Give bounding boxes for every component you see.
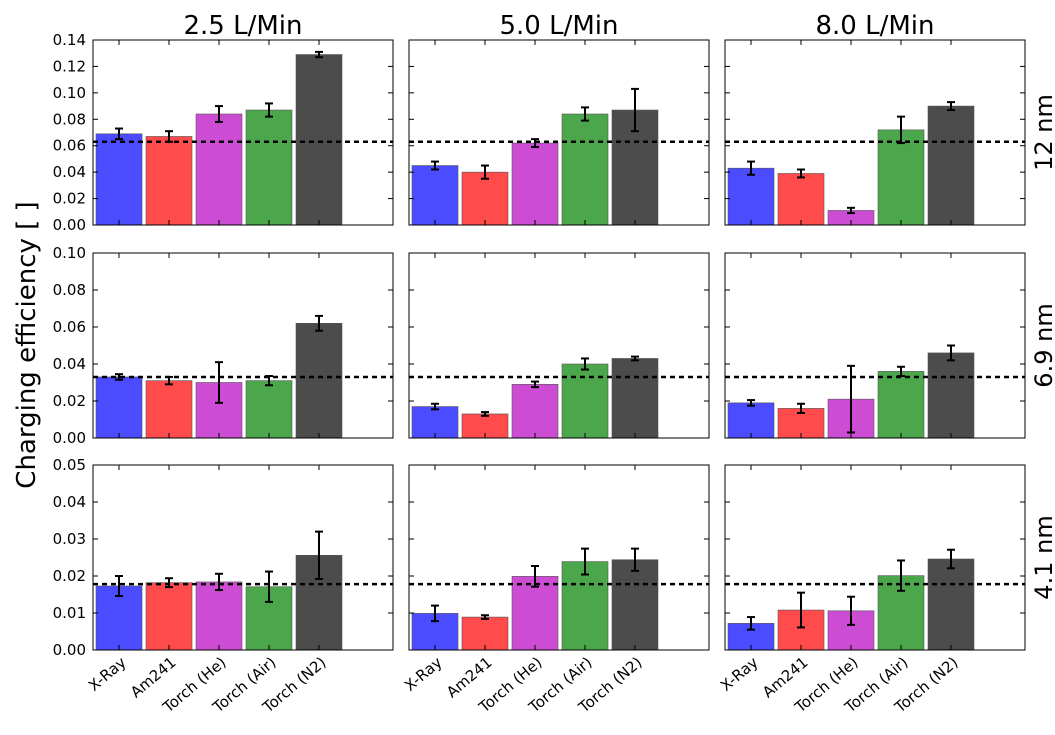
row-label: 6.9 nm <box>1030 303 1055 387</box>
panel-frame <box>92 464 394 651</box>
panel-r0-c2 <box>724 39 1026 226</box>
panel-frame <box>724 252 1026 439</box>
bar <box>877 371 925 439</box>
panel-frame <box>724 464 1026 651</box>
bar <box>295 322 343 439</box>
bar <box>727 402 775 439</box>
panel-r1-c0: 0.00 0.02 0.04 0.06 0.08 0.10 <box>53 244 394 447</box>
bar <box>777 173 825 226</box>
y-tick-label: 0.08 <box>53 281 86 299</box>
bar <box>245 380 293 439</box>
y-tick-label: 0.01 <box>53 604 86 622</box>
bar <box>511 384 559 439</box>
bar <box>561 363 609 439</box>
category-label: X-Ray <box>85 653 130 695</box>
y-tick-label: 0.03 <box>53 530 86 548</box>
bar <box>95 376 143 439</box>
category-label: X-Ray <box>401 653 446 695</box>
bar <box>511 142 559 226</box>
y-tick-label: 0.06 <box>53 137 86 155</box>
panel-r2-c0: 0.000.010.020.030.040.05X-RayAm241Torch … <box>53 456 394 717</box>
category-label: X-Ray <box>717 653 762 695</box>
bar <box>145 136 193 226</box>
bar <box>245 109 293 226</box>
panel-frame <box>408 252 710 439</box>
y-tick-label: 0.02 <box>53 190 86 208</box>
y-tick-label: 0.14 <box>53 31 86 49</box>
bar <box>145 380 193 439</box>
panel-r1-c2 <box>724 252 1026 439</box>
y-tick-label: 0.08 <box>53 110 86 128</box>
y-tick-label: 0.06 <box>53 318 86 336</box>
column-title: 5.0 L/Min <box>500 11 619 41</box>
y-tick-label: 0.04 <box>53 493 86 511</box>
bar <box>561 561 609 651</box>
panel-frame <box>408 464 710 651</box>
bar <box>611 358 659 439</box>
y-tick-label: 0.10 <box>53 84 86 102</box>
y-tick-label: 0.10 <box>53 244 86 262</box>
bar <box>461 616 509 651</box>
y-tick-label: 0.04 <box>53 355 86 373</box>
panel-frame <box>724 39 1026 226</box>
y-tick-label: 0.04 <box>53 163 86 181</box>
y-tick-label: 0.12 <box>53 57 86 75</box>
bar <box>727 167 775 226</box>
panel-frame <box>92 252 394 439</box>
bar <box>561 113 609 226</box>
bar <box>195 581 243 651</box>
bar <box>611 559 659 651</box>
bar <box>411 165 459 226</box>
bar <box>145 582 193 651</box>
bar <box>511 576 559 651</box>
column-title: 2.5 L/Min <box>184 11 303 41</box>
bar <box>295 54 343 226</box>
bar <box>195 113 243 226</box>
y-tick-label: 0.02 <box>53 392 86 410</box>
y-tick-label: 0.05 <box>53 456 86 474</box>
bar <box>877 129 925 226</box>
bar <box>927 105 975 226</box>
panel-r1-c1 <box>408 252 710 439</box>
bar <box>95 133 143 226</box>
panel-frame <box>408 39 710 226</box>
row-label: 12 nm <box>1030 94 1055 171</box>
panel-frame <box>92 39 394 226</box>
y-tick-label: 0.00 <box>53 429 86 447</box>
y-tick-label: 0.02 <box>53 567 86 585</box>
bar <box>927 558 975 651</box>
panel-r0-c1 <box>408 39 710 226</box>
bar <box>927 352 975 439</box>
y-axis-label: Charging efficiency [ ] <box>12 201 42 488</box>
panel-r0-c0: 0.00 0.02 0.04 0.06 0.08 0.10 0.12 0.14 <box>53 31 394 234</box>
column-title: 8.0 L/Min <box>816 11 935 41</box>
y-tick-label: 0.00 <box>53 641 86 659</box>
row-label: 4.1 nm <box>1030 515 1055 599</box>
bar <box>461 171 509 226</box>
y-tick-label: 0.00 <box>53 216 86 234</box>
